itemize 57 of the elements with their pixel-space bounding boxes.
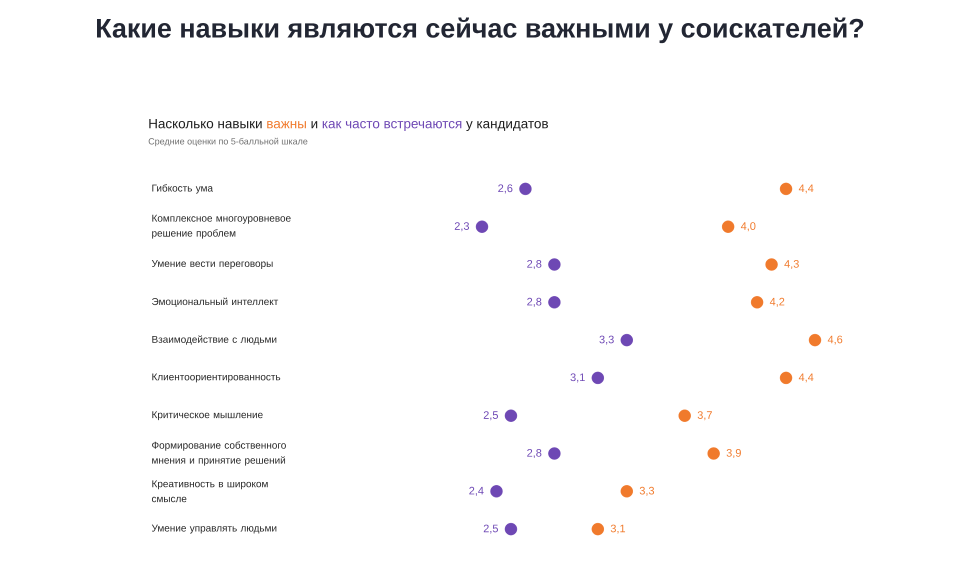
point	[722, 220, 734, 233]
point	[620, 334, 633, 346]
text: и	[312, 121, 318, 128]
data-label: 3,3	[640, 486, 654, 496]
point	[548, 447, 561, 460]
point	[592, 372, 604, 384]
data-label: 2,6	[498, 184, 512, 194]
point	[504, 522, 518, 536]
y-tick-label: Формирование собственного мнения и принятие решений	[152, 441, 286, 466]
data-label: 4,0	[740, 222, 756, 232]
point	[548, 296, 561, 309]
point	[707, 447, 720, 460]
data-label: 2,8	[527, 298, 542, 307]
text: у кандидатов	[466, 120, 548, 132]
text: важны	[267, 120, 306, 128]
data-label: 4,6	[828, 336, 842, 345]
chart-title: Какие навыки являются сейчас важными у соискателей?	[97, 18, 864, 44]
point	[504, 410, 518, 422]
text: как часто встречаются	[322, 120, 462, 132]
data-label: 4,4	[798, 373, 814, 382]
y-tick-label: Критическое мышление	[152, 411, 263, 420]
point	[678, 410, 691, 422]
y-tick-label: Взаимодействие с людьми	[152, 335, 276, 345]
data-label: 2,5	[484, 524, 498, 534]
point	[476, 220, 488, 233]
point	[780, 372, 792, 384]
point	[490, 485, 503, 498]
data-label: 4,3	[784, 260, 799, 270]
y-tick-label: Комплексное многоуровневое решение проблем	[152, 214, 291, 239]
data-label: 2,4	[469, 486, 484, 496]
point	[808, 334, 822, 346]
y-tick-label: Клиентоориентированность	[152, 373, 280, 382]
data-label: 2,8	[527, 448, 542, 458]
text: Насколько навыки	[149, 118, 262, 128]
data-label: 2,3	[454, 222, 469, 232]
y-tick-label: Умение вести переговоры	[152, 260, 273, 269]
y-tick-label: Умение управлять людьми	[152, 524, 276, 534]
data-label: 3,9	[726, 448, 741, 458]
data-label: 4,4	[798, 184, 814, 194]
data-label: 2,8	[527, 260, 542, 270]
data-label: 3,7	[698, 411, 712, 420]
data-label: 3,3	[599, 336, 614, 345]
point	[750, 296, 764, 309]
point	[592, 522, 604, 536]
text: Средние оценки по 5-балльной шкале	[148, 138, 308, 146]
point	[765, 258, 778, 271]
y-tick-label: Эмоциональный интеллект	[152, 298, 278, 307]
data-label: 4,2	[770, 298, 784, 307]
data-label: 3,1	[570, 373, 585, 382]
y-tick-label: Гибкость ума	[152, 184, 213, 194]
point	[548, 258, 561, 271]
data-label: 2,5	[484, 411, 498, 420]
y-tick-label: Креативность в широком смысле	[152, 480, 268, 502]
point	[780, 182, 792, 196]
point	[620, 485, 633, 498]
data-label: 3,1	[610, 524, 626, 534]
point	[519, 182, 532, 196]
